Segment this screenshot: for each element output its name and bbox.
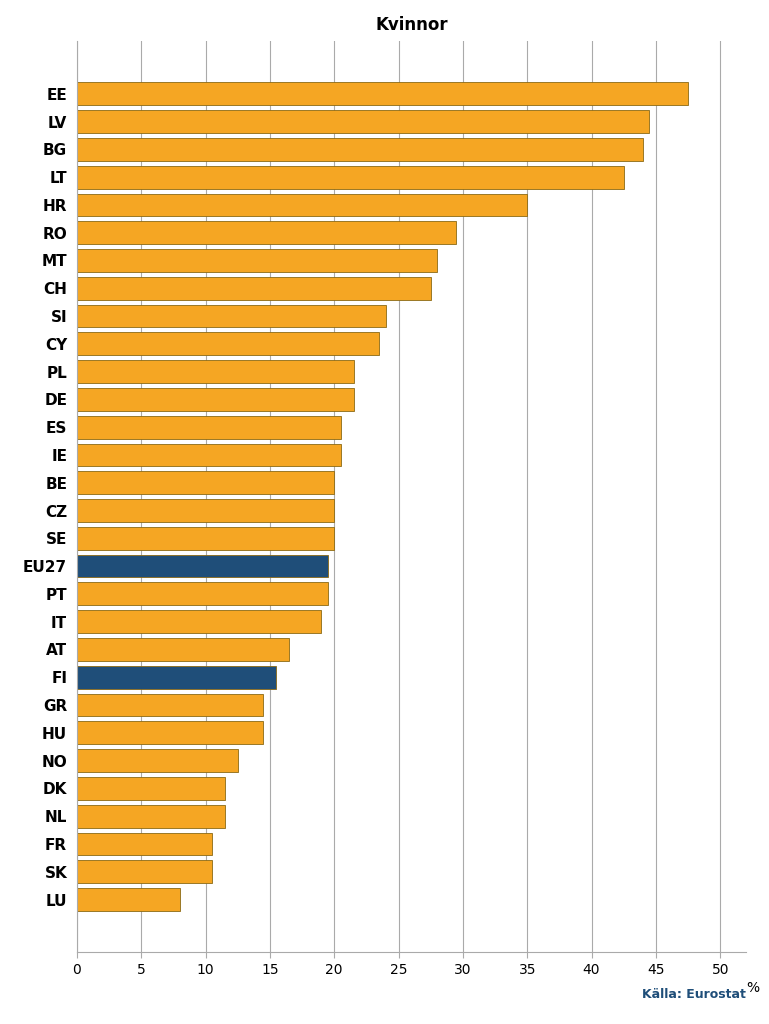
Bar	[77, 333, 379, 355]
Bar	[77, 166, 624, 188]
Bar	[77, 860, 212, 883]
Bar	[77, 805, 225, 827]
Bar	[77, 666, 276, 688]
Bar	[77, 499, 335, 522]
Bar	[77, 555, 328, 578]
Bar	[77, 111, 650, 133]
Bar	[77, 527, 335, 550]
Bar	[77, 305, 386, 328]
Bar	[77, 610, 321, 633]
Bar	[77, 388, 354, 411]
Bar	[77, 583, 328, 605]
Bar	[77, 750, 238, 772]
Bar	[77, 833, 212, 855]
Bar	[77, 416, 341, 438]
Bar	[77, 82, 688, 105]
Bar	[77, 194, 528, 216]
Text: %: %	[746, 981, 759, 995]
Bar	[77, 638, 289, 660]
Bar	[77, 722, 264, 744]
Bar	[77, 138, 643, 161]
Bar	[77, 777, 225, 800]
Bar	[77, 693, 264, 717]
Bar	[77, 249, 437, 271]
Bar	[77, 888, 180, 911]
Text: Källa: Eurostat: Källa: Eurostat	[642, 988, 746, 1001]
Bar	[77, 471, 335, 495]
Bar	[77, 360, 354, 383]
Bar	[77, 221, 457, 244]
Bar	[77, 276, 431, 300]
Bar	[77, 443, 341, 466]
Title: Kvinnor: Kvinnor	[375, 15, 448, 34]
